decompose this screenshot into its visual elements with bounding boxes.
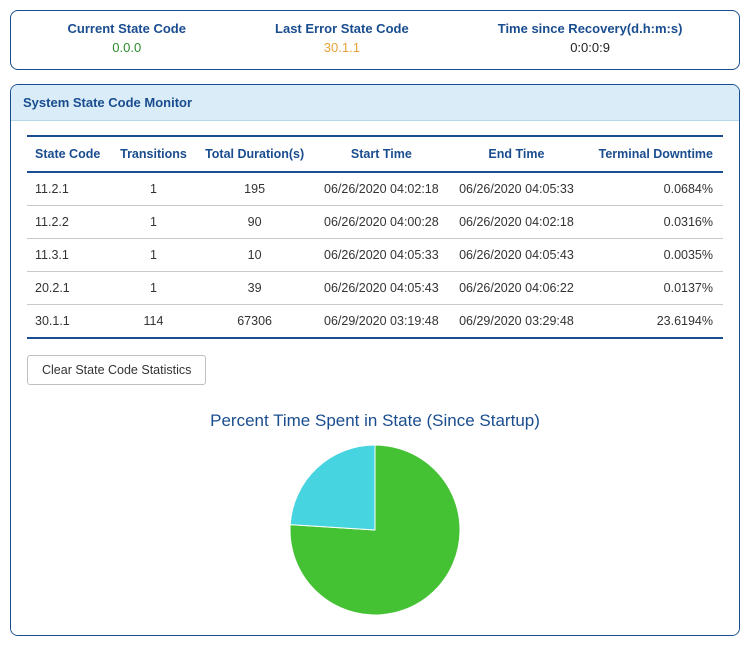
table-cell: 1: [112, 206, 196, 239]
current-state-label: Current State Code: [68, 21, 186, 36]
table-cell: 06/26/2020 04:00:28: [314, 206, 449, 239]
table-cell: 06/29/2020 03:29:48: [449, 305, 584, 339]
current-state-block: Current State Code 0.0.0: [68, 21, 186, 55]
table-cell: 06/26/2020 04:05:43: [449, 239, 584, 272]
table-cell: 30.1.1: [27, 305, 112, 339]
table-cell: 06/29/2020 03:19:48: [314, 305, 449, 339]
table-cell: 11.3.1: [27, 239, 112, 272]
state-table-head: State CodeTransitionsTotal Duration(s)St…: [27, 136, 723, 172]
current-state-value: 0.0.0: [68, 40, 186, 55]
status-summary-panel: Current State Code 0.0.0 Last Error Stat…: [10, 10, 740, 70]
table-cell: 67306: [195, 305, 313, 339]
table-cell: 11.2.1: [27, 172, 112, 206]
monitor-panel-body: State CodeTransitionsTotal Duration(s)St…: [11, 121, 739, 635]
state-code-table: State CodeTransitionsTotal Duration(s)St…: [27, 135, 723, 339]
table-cell: 06/26/2020 04:05:33: [314, 239, 449, 272]
last-error-value: 30.1.1: [275, 40, 409, 55]
state-monitor-panel: System State Code Monitor State CodeTran…: [10, 84, 740, 636]
table-cell: 1: [112, 239, 196, 272]
table-header-cell: Start Time: [314, 136, 449, 172]
table-cell: 0.0684%: [584, 172, 723, 206]
table-row: 30.1.11146730606/29/2020 03:19:4806/29/2…: [27, 305, 723, 339]
table-cell: 114: [112, 305, 196, 339]
table-cell: 195: [195, 172, 313, 206]
pie-chart-section: Percent Time Spent in State (Since Start…: [27, 411, 723, 615]
table-header-cell: Total Duration(s): [195, 136, 313, 172]
pie-chart-title: Percent Time Spent in State (Since Start…: [27, 411, 723, 431]
recovery-time-block: Time since Recovery(d.h:m:s) 0:0:0:9: [498, 21, 683, 55]
table-cell: 10: [195, 239, 313, 272]
clear-statistics-button[interactable]: Clear State Code Statistics: [27, 355, 206, 385]
table-cell: 20.2.1: [27, 272, 112, 305]
table-header-cell: Transitions: [112, 136, 196, 172]
table-cell: 06/26/2020 04:02:18: [314, 172, 449, 206]
table-cell: 23.6194%: [584, 305, 723, 339]
table-cell: 1: [112, 272, 196, 305]
state-table-body: 11.2.1119506/26/2020 04:02:1806/26/2020 …: [27, 172, 723, 338]
table-cell: 0.0316%: [584, 206, 723, 239]
table-row: 11.3.111006/26/2020 04:05:3306/26/2020 0…: [27, 239, 723, 272]
table-header-cell: End Time: [449, 136, 584, 172]
table-cell: 06/26/2020 04:06:22: [449, 272, 584, 305]
table-cell: 90: [195, 206, 313, 239]
table-cell: 0.0137%: [584, 272, 723, 305]
table-cell: 06/26/2020 04:05:33: [449, 172, 584, 206]
last-error-label: Last Error State Code: [275, 21, 409, 36]
recovery-time-label: Time since Recovery(d.h:m:s): [498, 21, 683, 36]
table-cell: 06/26/2020 04:05:43: [314, 272, 449, 305]
monitor-panel-title: System State Code Monitor: [11, 85, 739, 121]
percent-time-pie-chart: [290, 445, 460, 615]
table-row: 11.2.1119506/26/2020 04:02:1806/26/2020 …: [27, 172, 723, 206]
table-cell: 1: [112, 172, 196, 206]
table-cell: 0.0035%: [584, 239, 723, 272]
table-cell: 39: [195, 272, 313, 305]
table-header-cell: Terminal Downtime: [584, 136, 723, 172]
recovery-time-value: 0:0:0:9: [498, 40, 683, 55]
table-header-cell: State Code: [27, 136, 112, 172]
table-row: 11.2.219006/26/2020 04:00:2806/26/2020 0…: [27, 206, 723, 239]
table-cell: 11.2.2: [27, 206, 112, 239]
table-cell: 06/26/2020 04:02:18: [449, 206, 584, 239]
pie-slice: [290, 445, 375, 530]
last-error-block: Last Error State Code 30.1.1: [275, 21, 409, 55]
table-row: 20.2.113906/26/2020 04:05:4306/26/2020 0…: [27, 272, 723, 305]
